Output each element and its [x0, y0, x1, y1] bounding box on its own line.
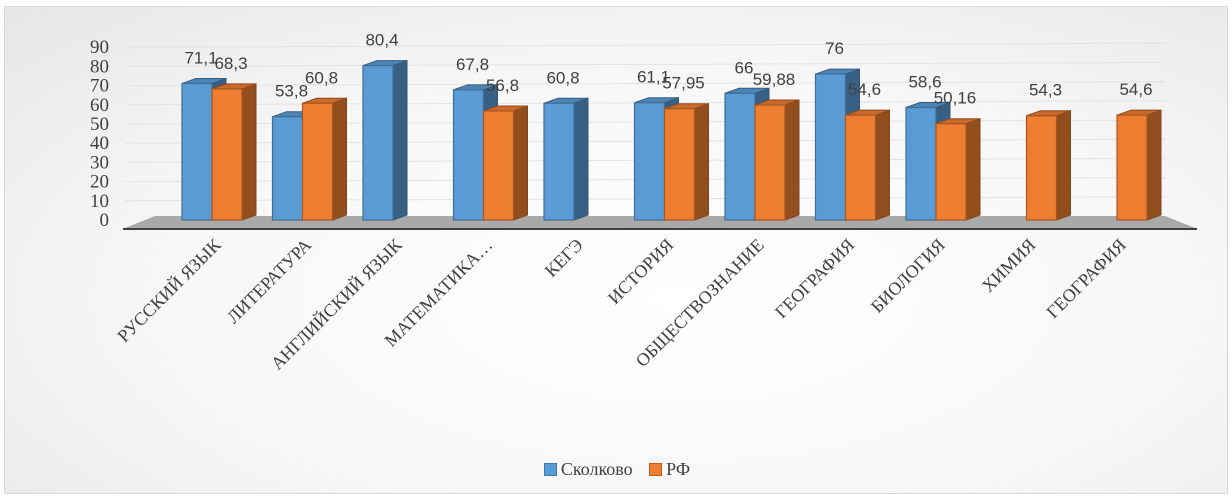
y-tick-label: 90: [90, 37, 109, 58]
data-label: 71,1: [184, 48, 217, 67]
data-label: 54,6: [848, 80, 881, 99]
category-label: КЕГЭ: [541, 235, 587, 281]
bar-rf: [482, 110, 515, 221]
bar-rf: [1025, 115, 1058, 221]
y-tick-label: 40: [90, 133, 109, 154]
y-tick-label: 60: [90, 95, 109, 116]
y-tick-label: 80: [90, 56, 109, 77]
legend-item-skolkovo: Сколково: [543, 459, 633, 480]
data-label: 68,3: [214, 54, 247, 73]
gridline: [124, 81, 1166, 87]
data-label: 50,16: [934, 89, 977, 108]
category-label: ГЕОГРАФИЯ: [1042, 235, 1129, 322]
data-label: 54,6: [1119, 80, 1152, 99]
y-tick-label: 20: [90, 172, 109, 193]
category-label: ИСТОРИЯ: [604, 235, 677, 308]
legend-swatch-rf: [649, 463, 663, 476]
bar-rf: [754, 104, 786, 221]
bar-skolkovo: [181, 82, 213, 221]
y-tick-label: 0: [100, 210, 110, 231]
bar-rf: [211, 88, 243, 221]
legend-item-rf: РФ: [649, 459, 690, 480]
bar-rf: [663, 108, 696, 221]
data-label: 60,8: [546, 68, 579, 87]
bar-skolkovo: [905, 106, 937, 221]
bar-side: [332, 97, 347, 221]
bar-skolkovo: [633, 102, 666, 221]
data-label: 67,8: [456, 55, 489, 74]
y-tick-label: 30: [90, 152, 109, 173]
category-label: БИОЛОГИЯ: [867, 235, 949, 317]
bar-skolkovo: [543, 102, 575, 221]
data-label: 53,8: [275, 82, 308, 101]
bar-side: [784, 99, 800, 221]
bar-rf: [301, 102, 334, 221]
data-label: 61,1: [637, 68, 670, 87]
data-label: 80,4: [365, 31, 398, 50]
chart-area: 0 10 20 30 40 50 60 70 80 90 71,1 68,3 РУССКИЙ ЯЗЫК 5…: [4, 6, 1228, 494]
data-label: 59,88: [753, 70, 796, 89]
bar-rf: [935, 123, 967, 221]
bar-side: [392, 59, 408, 221]
gridline: [124, 61, 1166, 67]
bar-rf: [1116, 114, 1148, 221]
bar-skolkovo: [452, 89, 485, 221]
bar-side: [573, 97, 589, 221]
legend: Сколково РФ: [5, 459, 1229, 481]
data-label: 54,3: [1029, 81, 1062, 100]
bar-skolkovo: [814, 73, 847, 221]
category-label: ГЕОГРАФИЯ: [771, 235, 858, 322]
bar-side: [1056, 110, 1071, 221]
data-label: 57,95: [662, 74, 705, 93]
data-label: 66: [735, 58, 754, 77]
category-label: ХИМИЯ: [978, 235, 1040, 297]
category-label: РУССКИЙ ЯЗЫК: [113, 234, 225, 346]
y-tick-label: 10: [90, 191, 109, 212]
bar-side: [694, 103, 709, 221]
data-label: 76: [825, 39, 844, 58]
legend-swatch-skolkovo: [543, 463, 557, 476]
legend-label-skolkovo: Сколково: [560, 459, 633, 479]
legend-label-rf: РФ: [666, 459, 691, 479]
bar-side: [875, 109, 890, 221]
data-label: 60,8: [305, 68, 338, 87]
bar-skolkovo: [271, 116, 304, 221]
y-tick-label: 50: [90, 114, 109, 135]
y-tick-label: 70: [90, 76, 109, 97]
data-label: 56,8: [486, 76, 519, 95]
category-label: ЛИТЕРАТУРА: [223, 235, 315, 327]
bar-side: [965, 117, 981, 221]
bar-skolkovo: [362, 65, 394, 221]
gridline: [124, 42, 1166, 48]
bar-side: [1146, 109, 1162, 221]
bar-rf: [844, 114, 877, 221]
bar-skolkovo: [724, 92, 756, 221]
data-label: 58,6: [908, 72, 941, 91]
bar-side: [241, 83, 257, 221]
bar-side: [513, 105, 528, 221]
